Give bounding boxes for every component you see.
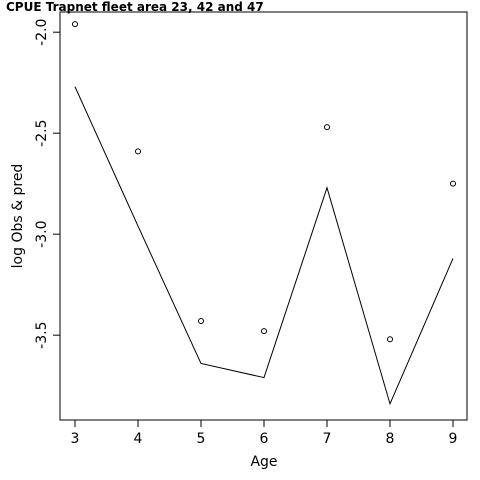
x-tick-label: 6: [260, 431, 269, 447]
chart-title: CPUE Trapnet fleet area 23, 42 and 47: [6, 0, 264, 14]
y-axis: -2.0 -2.5 -3.0 -3.5: [34, 19, 60, 349]
x-axis-label: Age: [250, 454, 277, 470]
observed-series: [72, 21, 456, 343]
observed-point: [324, 124, 330, 131]
observed-point: [387, 336, 393, 343]
x-tick-label: 3: [71, 431, 80, 447]
x-tick-label: 7: [323, 431, 332, 447]
y-tick-label: -3.5: [34, 322, 50, 349]
observed-point: [72, 21, 78, 28]
predicted-series: [74, 86, 454, 406]
observed-point: [198, 318, 204, 325]
y-tick-label: -3.0: [34, 221, 50, 248]
x-tick-label: 8: [386, 431, 395, 447]
x-tick-label: 9: [449, 431, 458, 447]
x-tick-label: 5: [197, 431, 206, 447]
y-tick-label: -2.5: [34, 120, 50, 147]
x-tick-label: 4: [134, 431, 143, 447]
observed-point: [261, 328, 267, 335]
predicted-line: [74, 86, 454, 406]
y-axis-label: log Obs & pred: [10, 164, 26, 269]
x-axis: 3 4 5 6 7 8 9: [71, 420, 458, 447]
observed-point: [135, 148, 141, 155]
observed-point: [450, 180, 456, 187]
y-tick-label: -2.0: [34, 19, 50, 46]
plot-frame: [59, 11, 468, 421]
